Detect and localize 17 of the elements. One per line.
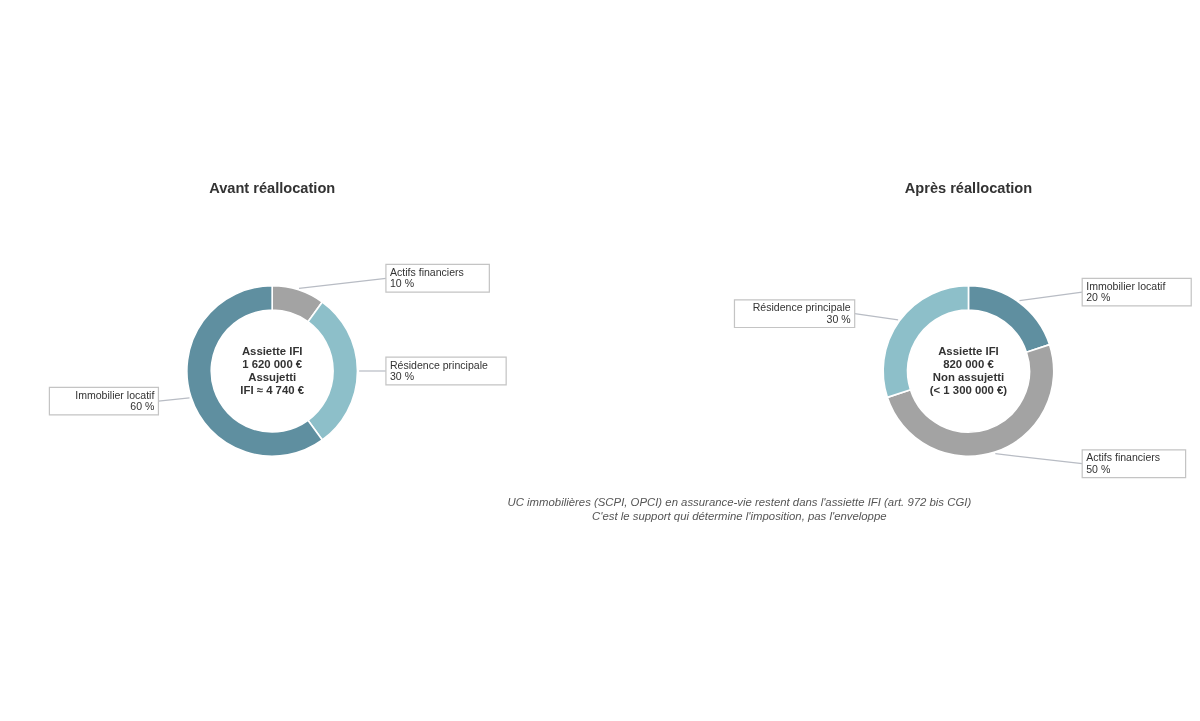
slice-label: Actifs financiers [1086,451,1161,464]
text: Assiette IFI 820 000 € Non assujetti (< 1 300 000 €) [929,344,1008,396]
slice-label: Immobilier locatif [75,388,155,401]
data-label: 50 % [1086,462,1111,475]
chart-title: Après réallocation [904,180,1033,197]
slice-label: Immobilier locatif [1086,279,1166,292]
data-label: 20 % [1086,291,1111,304]
text: UC immobilières (SCPI, OPCI) en assurance-vie restent dans l'assiette IFI (art. 972 bis CGI) C'est le support qui détermine l'imposition, pas l'enveloppe [507,495,972,522]
data-label: 10 % [389,277,415,290]
slice-label: Actifs financiers [389,265,464,278]
data-label: 30 % [826,312,851,325]
slice-label: Résidence principale [389,358,489,371]
data-label: 30 % [389,369,415,382]
data-label: 60 % [130,400,155,413]
text: Assiette IFI 1 620 000 € Assujetti IFI ≈ 4 740 € [240,344,305,396]
slice-label: Résidence principale [752,301,851,314]
chart-title: Avant réallocation [209,180,336,197]
